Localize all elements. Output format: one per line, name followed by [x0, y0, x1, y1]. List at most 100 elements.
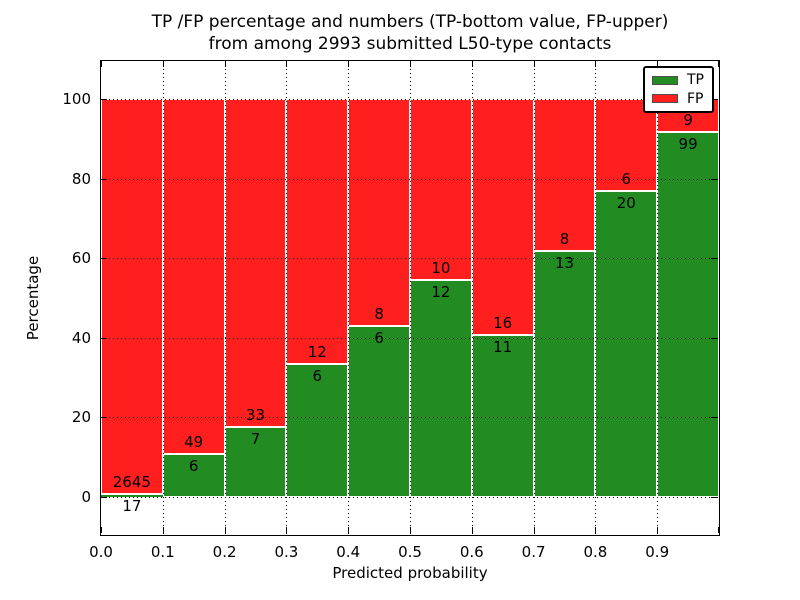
y-tick-label: 100	[62, 90, 91, 108]
v-gridline	[224, 61, 226, 535]
x-tick-label: 0.7	[521, 543, 546, 561]
tp-count-label: 99	[678, 135, 698, 154]
bar-segment-fp	[101, 99, 163, 495]
x-axis-tick	[657, 527, 659, 533]
x-axis-tick-top	[162, 61, 164, 67]
v-gridline	[595, 61, 597, 535]
x-tick-label: 0.6	[459, 543, 484, 561]
x-axis-tick-top	[410, 61, 411, 67]
y-axis-tick-right	[711, 258, 717, 260]
x-tick-label: 0.5	[398, 543, 422, 561]
v-gridline	[471, 61, 473, 535]
x-tick-label: 0.9	[645, 543, 670, 561]
tp-count-label: 7	[250, 430, 261, 449]
x-axis-tick	[162, 527, 164, 533]
bar-segment-fp	[348, 99, 410, 327]
tp-count-label: 17	[122, 497, 142, 516]
fp-count-label: 16	[493, 313, 513, 332]
y-axis-tick	[101, 497, 107, 498]
fp-count-label: 10	[431, 258, 451, 277]
tp-count-label: 20	[616, 193, 636, 212]
x-axis-tick	[718, 527, 719, 533]
legend-label-fp: FP	[687, 90, 704, 107]
legend-entry-fp: FP	[652, 91, 705, 107]
bar-segment-fp	[410, 99, 472, 280]
fp-count-label: 8	[559, 229, 570, 248]
chart-title-line2: from among 2993 submitted L50-type conta…	[208, 34, 612, 55]
x-tick-label: 0.3	[274, 543, 299, 561]
y-axis-tick-right	[711, 178, 717, 180]
fp-count-label: 2645	[112, 473, 151, 492]
legend-entry-tp: TP	[652, 72, 705, 88]
y-axis-tick	[101, 337, 107, 339]
x-axis-tick	[471, 527, 473, 533]
fp-count-label: 33	[245, 406, 266, 425]
bar-segment-fp	[286, 99, 349, 365]
x-axis-tick	[286, 527, 288, 533]
x-tick-label: 0.2	[212, 543, 237, 561]
v-gridline	[533, 61, 535, 535]
v-gridline	[286, 61, 288, 535]
x-axis-tick	[101, 527, 102, 533]
x-axis-tick-top	[718, 61, 719, 67]
legend-label-tp: TP	[687, 72, 704, 89]
x-axis-tick	[348, 527, 350, 533]
y-axis-tick	[101, 258, 107, 260]
chart-title-line1: TP /FP percentage and numbers (TP-bottom…	[151, 12, 669, 32]
tp-count-label: 12	[431, 282, 451, 301]
bar-segment-tp	[533, 250, 596, 497]
x-axis-tick-top	[348, 61, 350, 67]
x-axis-tick-top	[595, 61, 597, 67]
legend-swatch-fp-icon	[652, 94, 678, 104]
v-gridline	[162, 61, 164, 535]
bar-segment-fp	[595, 99, 658, 191]
bar-segment-tp	[101, 494, 163, 497]
bar-segment-tp	[348, 326, 410, 497]
v-gridline	[348, 61, 350, 535]
y-axis-tick-right	[711, 99, 717, 100]
bar-segment-fp	[471, 99, 534, 335]
x-tick-label: 0.8	[583, 543, 608, 561]
x-tick-label: 0.1	[150, 543, 175, 561]
bar-segment-tp	[224, 427, 287, 497]
legend: TP FP	[643, 66, 714, 113]
y-tick-label: 60	[71, 249, 91, 268]
tp-count-label: 6	[374, 329, 384, 348]
fp-count-label: 12	[307, 343, 327, 362]
x-axis-label: Predicted probability	[332, 564, 488, 582]
tp-count-label: 13	[554, 253, 575, 272]
legend-swatch-tp-icon	[652, 75, 678, 85]
y-axis-tick	[101, 99, 107, 100]
y-tick-label: 20	[71, 408, 91, 427]
bar-segment-tp	[657, 132, 719, 497]
y-axis-tick-right	[711, 417, 717, 419]
fp-count-label: 49	[184, 432, 204, 451]
bar-segment-fp	[162, 99, 225, 454]
x-axis-tick	[410, 527, 411, 533]
x-axis-tick	[533, 527, 535, 533]
x-tick-label: 0.0	[89, 543, 113, 561]
x-axis-tick-top	[101, 61, 102, 67]
bar-segment-tp	[595, 190, 658, 497]
x-axis-tick-top	[657, 61, 659, 67]
tp-count-label: 6	[188, 456, 199, 475]
fp-count-label: 6	[621, 169, 632, 188]
bar-segment-tp	[471, 334, 534, 497]
x-tick-label: 0.4	[336, 543, 361, 561]
x-axis-tick-top	[286, 61, 288, 67]
tp-count-label: 11	[493, 337, 513, 356]
y-axis-tick-right	[711, 497, 717, 498]
y-tick-label: 40	[71, 328, 91, 347]
bar-segment-tp	[410, 279, 472, 497]
plot-area: 2645 17 49 6 33 7 12 6 8 6 10 12 16 11 8 13 6 20 9 99 0 20 40 6…	[24, 60, 720, 582]
y-axis-label: Percentage	[24, 255, 42, 341]
x-axis-tick	[595, 527, 597, 533]
chart-title: TP /FP percentage and numbers (TP-bottom…	[100, 11, 720, 55]
fp-count-label: 8	[374, 305, 384, 324]
v-gridline	[657, 61, 659, 535]
bar-segment-tp	[162, 453, 225, 497]
x-axis-tick-top	[224, 61, 226, 67]
y-axis-tick-right	[711, 337, 717, 339]
y-tick-label: 0	[81, 488, 91, 506]
